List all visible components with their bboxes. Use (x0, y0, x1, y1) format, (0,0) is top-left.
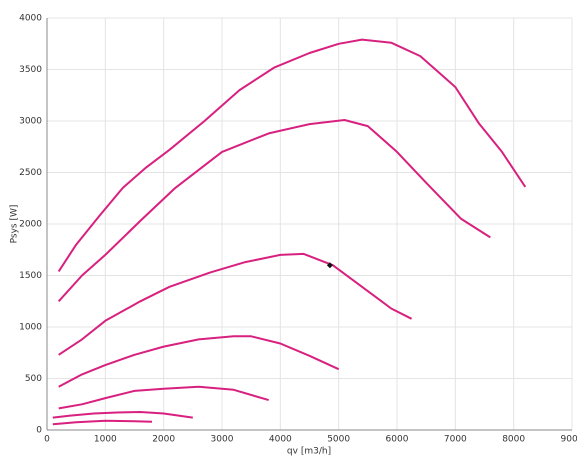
curve (52, 411, 193, 419)
curve (58, 335, 340, 388)
y-tick-label: 500 (25, 374, 42, 384)
x-tick-label: 9000 (561, 435, 577, 445)
x-tick-label: 4000 (269, 435, 292, 445)
curve (57, 38, 527, 272)
x-tick-label: 0 (44, 435, 50, 445)
y-tick-label: 3000 (19, 117, 42, 127)
operating-point (326, 262, 333, 269)
x-tick-label: 1000 (94, 435, 117, 445)
x-axis-title: qv [m3/h] (287, 447, 331, 457)
x-tick-label: 5000 (327, 435, 350, 445)
y-tick-label: 4000 (19, 14, 42, 24)
y-tick-label: 0 (36, 426, 42, 436)
curve (58, 252, 413, 356)
y-tick-label: 1500 (19, 271, 42, 281)
curve (58, 385, 269, 410)
y-axis-title: Psys [W] (10, 205, 20, 244)
y-tick-label: 2500 (19, 168, 42, 178)
curve (57, 119, 491, 302)
y-tick-label: 1000 (19, 323, 42, 333)
curve (52, 419, 153, 426)
y-tick-label: 3500 (19, 65, 42, 75)
y-tick-label: 2000 (19, 220, 42, 230)
x-tick-label: 8000 (502, 435, 525, 445)
x-tick-label: 7000 (444, 435, 467, 445)
x-tick-label: 6000 (386, 435, 409, 445)
x-tick-label: 3000 (211, 435, 234, 445)
x-tick-label: 2000 (152, 435, 175, 445)
